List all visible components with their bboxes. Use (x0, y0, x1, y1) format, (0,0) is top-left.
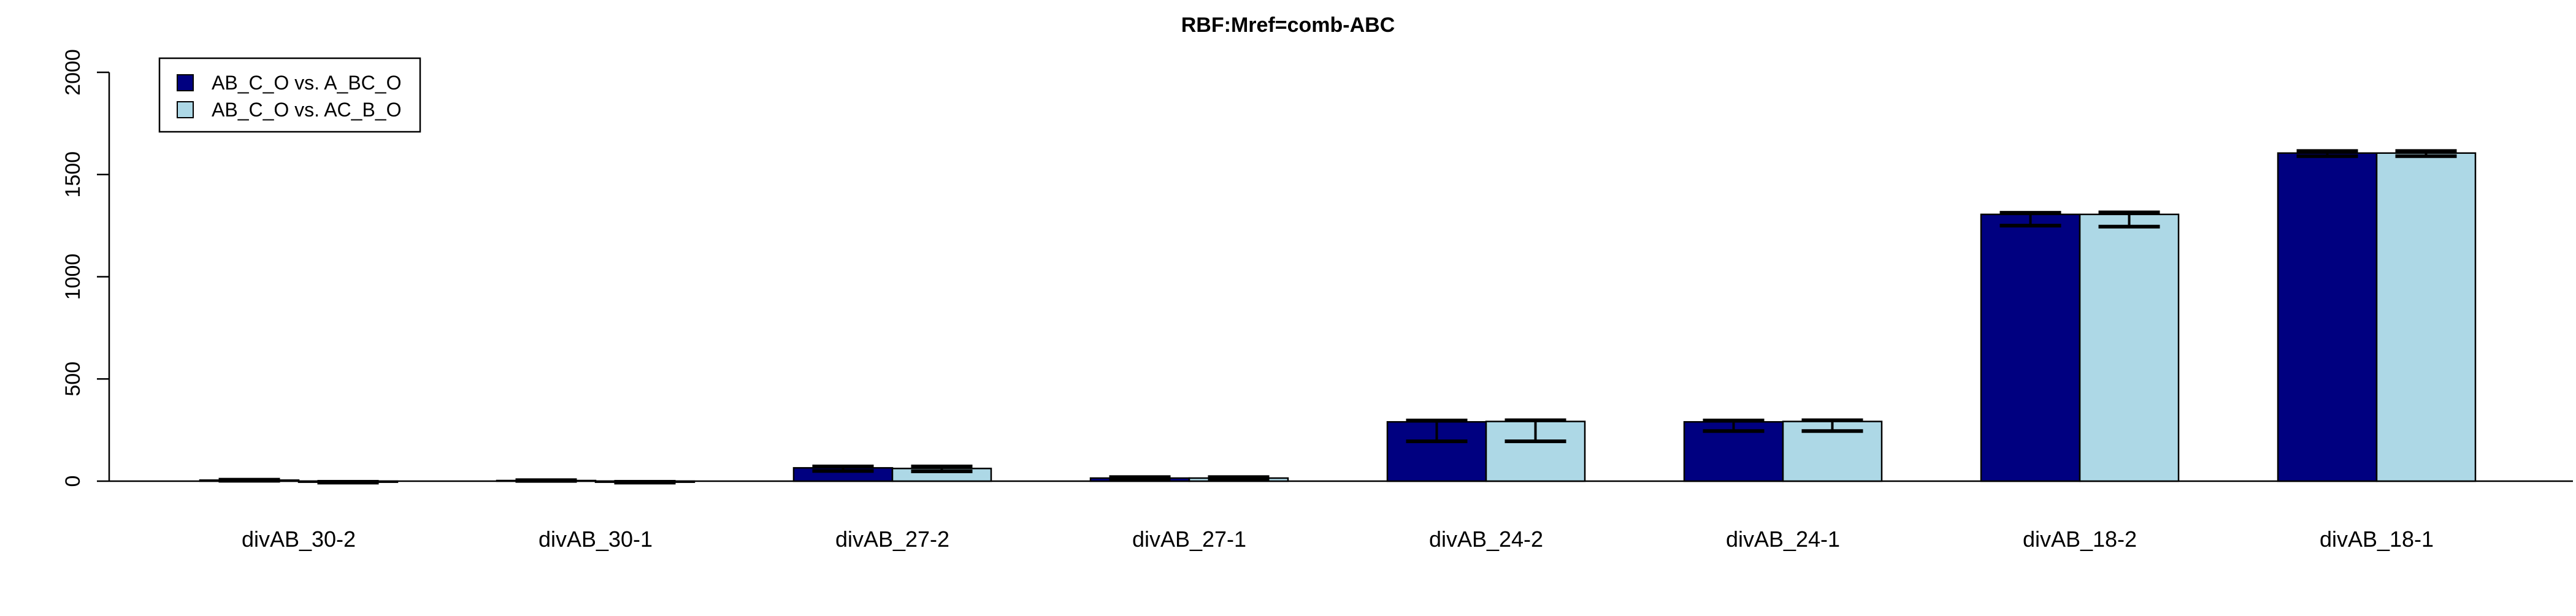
category-label: divAB_30-1 (539, 527, 653, 552)
legend: AB_C_O vs. A_BC_O AB_C_O vs. AC_B_O (158, 57, 421, 133)
category-label: divAB_24-1 (1726, 527, 1840, 552)
category-label: divAB_27-1 (1132, 527, 1246, 552)
bar (2079, 213, 2180, 482)
legend-label: AB_C_O vs. A_BC_O (212, 72, 401, 94)
category-label: divAB_24-2 (1429, 527, 1543, 552)
bar (1980, 213, 2081, 482)
bar (2277, 152, 2378, 482)
y-tick-label: 1000 (61, 254, 85, 300)
category-label: divAB_18-1 (2320, 527, 2434, 552)
y-tick-label: 500 (61, 362, 85, 397)
category-labels-layer: divAB_30-2 divAB_30-1 divAB_27-2 divAB_27-1… (242, 527, 2434, 552)
y-tick-label: 1500 (61, 151, 85, 198)
category-label: divAB_18-2 (2023, 527, 2137, 552)
y-tick-label: 2000 (61, 49, 85, 96)
legend-swatch (177, 74, 194, 91)
legend-swatch (177, 101, 194, 118)
axis-layer: 0 500 1000 1500 2000 (61, 49, 2573, 487)
bar (2375, 152, 2477, 482)
legend-box (158, 57, 421, 133)
category-label: divAB_27-2 (835, 527, 949, 552)
legend-label: AB_C_O vs. AC_B_O (212, 99, 401, 121)
error-bars-layer (218, 149, 2457, 485)
chart-title: RBF:Mref=comb-ABC (1181, 13, 1395, 37)
y-tick-label: 0 (61, 476, 85, 487)
category-label: divAB_30-2 (242, 527, 356, 552)
bars-layer (199, 152, 2477, 483)
